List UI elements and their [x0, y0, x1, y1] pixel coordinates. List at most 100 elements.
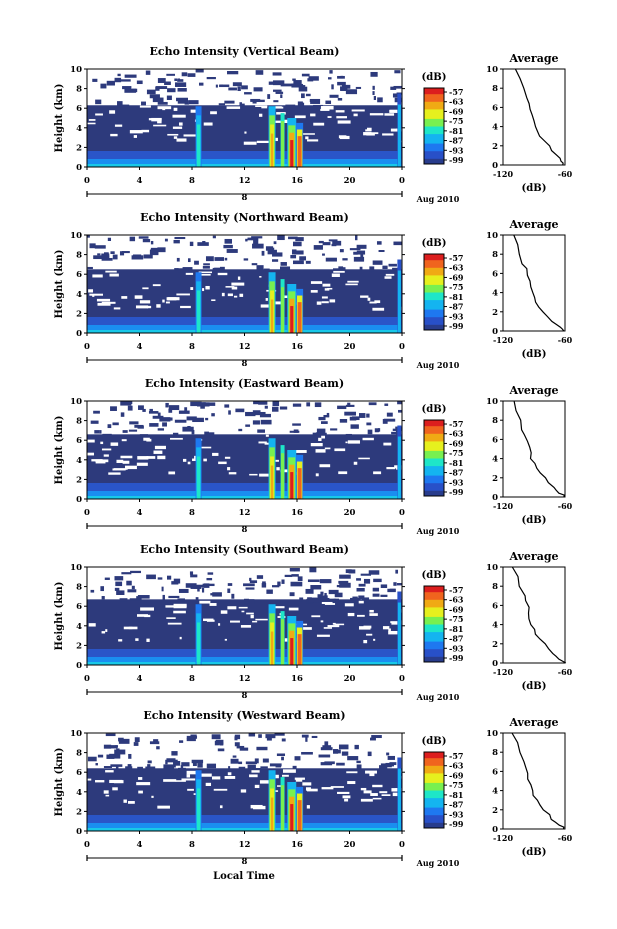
- echo-speckle: [360, 253, 364, 258]
- echo-speckle: [174, 78, 178, 82]
- echo-speckle: [367, 751, 372, 757]
- y-tick-label: 0: [76, 329, 82, 339]
- echo-gap: [103, 454, 109, 457]
- echo-speckle: [145, 766, 156, 771]
- echo-gap: [219, 805, 223, 809]
- echo-speckle: [382, 418, 388, 424]
- echo-speckle: [356, 764, 362, 770]
- profile-x-tick-label: -120: [493, 833, 513, 843]
- echo-plume: [397, 768, 401, 831]
- x-tick-label: 20: [344, 176, 356, 186]
- echo-speckle: [106, 80, 115, 86]
- echo-speckle: [188, 100, 199, 105]
- colorbar-segment: [424, 589, 444, 593]
- echo-speckle: [362, 597, 370, 602]
- colorbar-tick-label: -63: [449, 263, 464, 273]
- colorbar-segment: [424, 421, 444, 425]
- colorbar-tick-label: -57: [449, 751, 463, 761]
- echo-speckle: [252, 243, 264, 249]
- echo-gap: [310, 281, 323, 284]
- profile-y-tick-label: 2: [492, 640, 498, 650]
- colorbar-segment: [424, 259, 444, 263]
- echo-speckle: [129, 236, 136, 242]
- echo-gap: [347, 612, 355, 617]
- colorbar-segment: [424, 765, 444, 768]
- echo-speckle: [168, 408, 173, 413]
- echo-gap: [105, 770, 114, 773]
- echo-gap: [324, 447, 331, 450]
- echo-gap: [225, 286, 235, 288]
- echo-speckle: [159, 417, 171, 422]
- x-tick-label: 16: [291, 508, 303, 518]
- profile-y-tick-label: 4: [492, 455, 498, 465]
- echo-gap: [265, 298, 268, 301]
- echo-gap: [162, 299, 165, 303]
- colorbar-segment: [424, 435, 444, 438]
- echo-gap: [322, 283, 331, 287]
- x-tick-label: 8: [189, 508, 195, 518]
- echo-gap: [367, 297, 371, 301]
- colorbar-tick-label: -57: [449, 87, 463, 97]
- echo-gap: [144, 614, 151, 618]
- echo-plume: [397, 104, 401, 167]
- echo-gap: [103, 790, 109, 794]
- echo-gap: [386, 467, 395, 470]
- echo-speckle: [338, 744, 349, 750]
- colorbar-segment: [424, 97, 444, 100]
- echo-speckle: [177, 79, 184, 82]
- panel-title: Echo Intensity (Vertical Beam): [149, 45, 339, 58]
- echo-plume: [297, 800, 302, 831]
- colorbar-segment: [424, 273, 444, 276]
- echo-speckle: [252, 410, 261, 416]
- echo-speckle: [308, 76, 319, 81]
- echo-speckle: [292, 78, 296, 81]
- echo-gap: [316, 301, 322, 305]
- colorbar-segment: [424, 154, 444, 157]
- colorbar-segment: [424, 269, 444, 272]
- echo-speckle: [206, 763, 217, 769]
- echo-speckle: [166, 575, 172, 580]
- colorbar-segment: [424, 795, 444, 799]
- echo-gap: [217, 272, 228, 276]
- echo-speckle: [289, 568, 300, 572]
- colorbar-segment: [424, 101, 444, 104]
- profile-y-tick-label: 10: [486, 563, 498, 573]
- echo-speckle: [267, 249, 277, 255]
- echo-speckle: [342, 267, 346, 271]
- echo-gap: [338, 471, 348, 475]
- colorbar-segment: [424, 587, 444, 591]
- echo-speckle: [328, 239, 338, 242]
- echo-speckle: [97, 754, 104, 758]
- echo-speckle: [138, 405, 144, 410]
- echo-plume: [290, 638, 294, 665]
- echo-gap: [345, 283, 358, 286]
- echo-speckle: [294, 756, 301, 761]
- echo-speckle: [217, 748, 225, 752]
- echo-speckle: [255, 99, 265, 103]
- colorbar-segment: [424, 324, 444, 327]
- echo-speckle: [342, 258, 348, 261]
- echo-speckle: [157, 101, 168, 105]
- echo-gap: [335, 110, 345, 113]
- echo-speckle: [268, 81, 276, 85]
- echo-gap: [115, 468, 126, 471]
- echo-speckle: [313, 104, 323, 109]
- colorbar-segment: [424, 488, 444, 491]
- date-label: Aug 2010: [416, 692, 460, 702]
- echo-gap: [381, 794, 391, 796]
- echo-gap: [182, 458, 187, 462]
- echo-gap: [173, 610, 186, 614]
- echo-speckle: [94, 430, 100, 434]
- echo-speckle: [391, 431, 398, 435]
- echo-speckle: [324, 741, 329, 746]
- colorbar-segment: [424, 316, 444, 320]
- profile-frame: [502, 234, 566, 332]
- echo-gap: [369, 772, 375, 777]
- echo-speckle: [255, 70, 264, 75]
- echo-gap: [321, 601, 333, 605]
- colorbar-tick-label: -87: [449, 634, 463, 644]
- echo-speckle: [131, 585, 135, 590]
- echo-speckle: [301, 93, 305, 99]
- colorbar-tick-label: -63: [449, 429, 464, 439]
- echo-gap: [166, 617, 176, 619]
